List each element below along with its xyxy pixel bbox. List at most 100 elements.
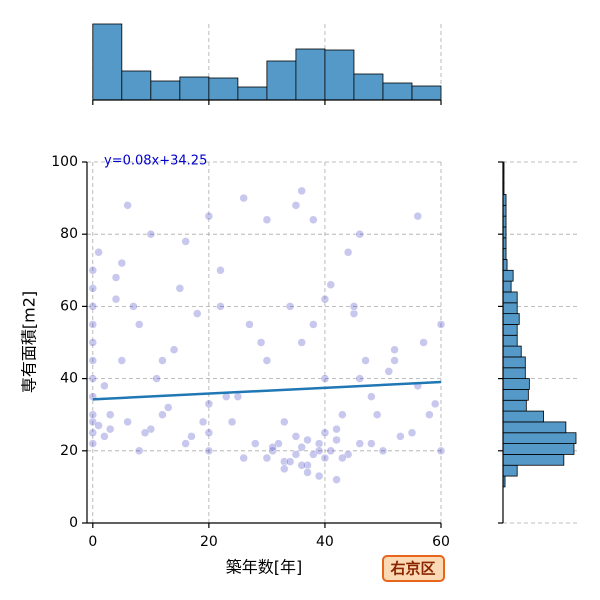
badge: 右京区 [390,560,435,578]
hist-bar [502,443,575,455]
scatter-point [303,435,312,445]
scatter-point [105,424,115,434]
x-tick-label: 0 [88,534,97,550]
scatter-point [123,417,132,427]
scatter-point [291,432,301,441]
scatter-point [297,460,306,470]
x-axis-label: 築年数[年] [226,558,303,577]
scatter-point [140,428,150,437]
regression-label: y=0.08x+34.25 [104,154,207,169]
scatter-point [204,446,214,456]
scatter-point [338,410,347,419]
scatter-point [129,302,138,311]
scatter-point [94,421,103,430]
scatter-point [216,302,225,311]
scatter-point [134,446,144,456]
scatter-point [239,193,248,203]
scatter-point [204,211,214,221]
hist-bar [237,86,268,101]
scatter-point [251,439,260,448]
scatter-point [100,381,109,391]
scatter-point [158,410,167,419]
scatter-point [326,446,335,456]
scatter-point [88,302,98,311]
scatter-point [245,320,254,329]
scatter-point [187,432,196,441]
scatter-point [314,471,324,481]
scatter-point [88,266,98,275]
scatter-point [88,374,98,383]
scatter-point [349,309,359,318]
hist-bar [92,23,123,101]
hist-bar [179,76,210,101]
y-tick-label: 60 [60,298,78,314]
scatter-point [355,374,365,383]
hist-bar [502,432,577,444]
scatter-point [88,320,98,329]
scatter-point [332,435,341,445]
x-tick-label: 20 [200,534,218,550]
hist-bar [324,49,355,101]
scatter-point [343,248,353,257]
scatter-point [326,280,335,289]
hist-bar [502,356,526,369]
scatter-point [320,453,330,463]
scatter-point [413,211,423,221]
hist-bar [353,73,384,101]
scatter-point [169,345,179,354]
scatter-point [309,320,318,329]
scatter-point [262,356,272,365]
scatter-point [355,439,365,448]
hist-bar [502,399,527,412]
scatter-point [204,399,214,409]
scatter-point [239,453,248,463]
scatter-point [181,237,190,246]
scatter-point [436,446,446,456]
scatter-point [384,367,394,376]
y-tick-label: 0 [69,515,78,531]
scatter-point [256,338,266,347]
scatter-point [268,442,277,452]
y-tick-label: 100 [51,154,78,170]
scatter-point [390,356,399,365]
scatter-point [94,248,103,257]
scatter-point [285,457,295,466]
y-tick-label: 20 [60,443,78,459]
scatter-point [280,457,289,466]
scatter-point [193,309,202,318]
hist-bar [502,334,518,347]
hist-bar [295,48,326,101]
scatter-point [175,284,185,293]
y-tick-label: 40 [60,371,78,387]
scatter-point [436,320,446,329]
scatter-point [297,186,306,196]
hist-bar [502,345,522,358]
scatter-point [268,446,277,456]
hist-bar [121,70,152,101]
scatter-point [303,468,312,477]
scatter-point [158,356,167,365]
scatter-point [233,392,243,401]
hist-bar [502,378,530,390]
scatter-point [419,338,428,347]
hist-bar [266,60,297,101]
scatter-point [320,374,330,383]
scatter-point [88,338,98,347]
scatter-point [314,439,324,448]
scatter-point [355,229,365,239]
scatter-point [111,273,121,282]
scatter-point [117,258,127,268]
scatter-point [378,446,388,456]
scatter-point [303,460,312,470]
regression-line [92,380,442,401]
hist-bar [150,80,181,101]
scatter-point [309,215,318,225]
scatter-point [198,417,208,427]
scatter-point [367,439,376,448]
hist-bar [502,421,567,434]
scatter-point [332,475,341,484]
scatter-point [332,424,341,434]
scatter-point [227,417,237,427]
scatter-point [216,266,225,275]
